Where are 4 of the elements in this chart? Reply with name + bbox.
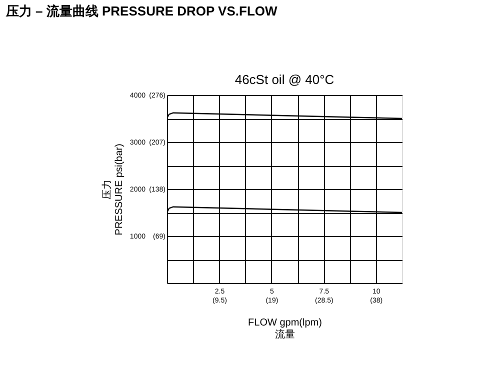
- chart-title: 压力 – 流量曲线 PRESSURE DROP VS.FLOW: [4, 4, 278, 18]
- x-axis-title: FLOW gpm(lpm) 流量: [248, 318, 322, 340]
- chart-subtitle: 46cSt oil @ 40°C: [234, 72, 334, 87]
- y-axis-title: 压力 PRESSURE psi(bar): [100, 144, 125, 236]
